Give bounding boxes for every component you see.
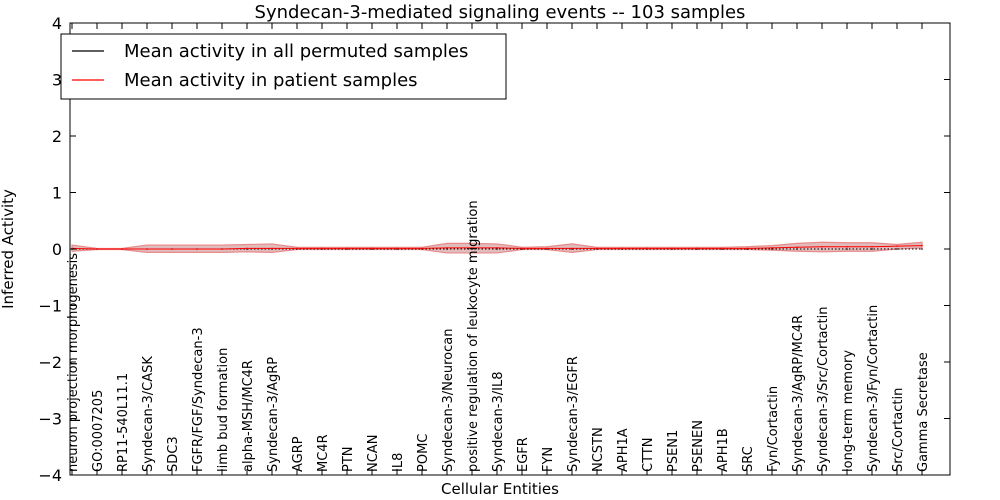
y-axis: 4 3 2 1 0 −1 −2 −3 −4 xyxy=(38,14,950,485)
patient-point xyxy=(546,247,548,250)
patient-point xyxy=(821,245,823,248)
permuted-point xyxy=(496,248,498,250)
patient-point xyxy=(146,248,148,250)
y-axis-label: Inferred Activity xyxy=(0,189,17,309)
patient-point xyxy=(696,247,698,250)
series-lines xyxy=(71,244,923,250)
patient-point xyxy=(521,247,523,250)
chart-title: Syndecan-3-mediated signaling events -- … xyxy=(255,2,746,23)
x-tick-label: SDC3 xyxy=(166,436,181,472)
x-tick-label: IL8 xyxy=(391,453,406,472)
x-tick-label: FGFR/FGF/Syndecan-3 xyxy=(191,327,206,472)
patient-point xyxy=(871,245,873,248)
x-tick-label: GO:0007205 xyxy=(91,390,106,472)
x-tick-label: positive regulation of leukocyte migrati… xyxy=(466,200,481,472)
patient-point xyxy=(746,247,748,250)
patient-point xyxy=(596,247,598,250)
patient-point xyxy=(496,247,498,249)
patient-point xyxy=(296,247,298,250)
x-tick-label: PTN xyxy=(341,446,356,472)
permuted-point xyxy=(896,248,898,250)
legend-box xyxy=(60,33,507,100)
x-tick-label: Syndecan-3/AgRP/MC4R xyxy=(791,315,806,472)
patient-point xyxy=(171,248,173,250)
patient-point xyxy=(471,247,473,249)
x-tick-label: limb bud formation xyxy=(216,348,231,472)
x-tick-label: Syndecan-3/Neurocan xyxy=(441,329,456,472)
y-tick-label: −2 xyxy=(38,353,62,372)
permuted-point xyxy=(796,248,798,250)
patient-point xyxy=(246,247,248,250)
patient-point xyxy=(771,247,773,249)
y-tick-label: 2 xyxy=(52,127,62,146)
permuted-point xyxy=(771,248,773,250)
patient-point xyxy=(96,248,98,250)
patient-point xyxy=(321,247,323,250)
y-tick-label: 3 xyxy=(52,71,62,90)
x-tick-label: Fyn/Cortactin xyxy=(766,386,781,472)
patient-point xyxy=(921,244,923,247)
x-tick-label: APH1B xyxy=(716,428,731,472)
legend: Mean activity in all permuted samples Me… xyxy=(60,33,507,100)
patient-point xyxy=(446,247,448,249)
patient-point xyxy=(346,247,348,250)
x-tick-label: AGRP xyxy=(291,436,306,472)
x-tick-label: PSEN1 xyxy=(666,430,681,472)
x-axis-label: Cellular Entities xyxy=(441,480,559,498)
x-tick-label: neuron projection morphogenesis xyxy=(66,253,81,472)
x-axis: neuron projection morphogenesis GO:000720… xyxy=(66,23,931,475)
x-tick-label: Src/Cortactin xyxy=(891,388,906,472)
patient-point xyxy=(671,247,673,250)
x-tick-label: POMC xyxy=(416,434,431,472)
legend-label-permuted: Mean activity in all permuted samples xyxy=(124,41,468,62)
x-tick-label: EGFR xyxy=(516,437,531,472)
patient-point xyxy=(371,247,373,250)
y-tick-label: 1 xyxy=(52,184,62,203)
permuted-point xyxy=(846,248,848,250)
y-tick-label: 4 xyxy=(52,14,62,33)
x-tick-label: PSENEN xyxy=(691,420,706,472)
permuted-point xyxy=(471,248,473,250)
x-tick-label: alpha-MSH/MC4R xyxy=(241,360,256,472)
x-tick-label: Syndecan-3/IL8 xyxy=(491,372,506,472)
x-tick-label: Gamma Secretase xyxy=(916,352,931,472)
x-tick-label: NCAN xyxy=(366,435,381,472)
patient-point xyxy=(421,247,423,250)
permuted-point xyxy=(446,248,448,250)
x-tick-label: RP11-540L11.1 xyxy=(116,373,131,472)
y-tick-label: −4 xyxy=(38,466,62,485)
y-tick-label: 0 xyxy=(52,240,62,259)
patient-point xyxy=(571,247,573,250)
patient-point xyxy=(221,248,223,250)
patient-point xyxy=(621,247,623,250)
patient-point xyxy=(396,247,398,250)
x-tick-label: CTTN xyxy=(641,438,656,472)
x-tick-label: SRC xyxy=(741,446,756,472)
patient-point xyxy=(196,248,198,250)
patient-point xyxy=(121,248,123,250)
patient-point xyxy=(796,246,798,249)
x-tick-label: Syndecan-3/EGFR xyxy=(566,356,581,472)
patient-point xyxy=(646,247,648,250)
patient-point xyxy=(896,245,898,247)
x-tick-label: Syndecan-3/Fyn/Cortactin xyxy=(866,305,881,472)
permuted-point xyxy=(871,248,873,250)
patient-point xyxy=(846,245,848,248)
patient-point xyxy=(271,247,273,250)
x-tick-label: Syndecan-3/AgRP xyxy=(266,357,281,472)
x-tick-label: APH1A xyxy=(616,428,631,472)
y-tick-label: −3 xyxy=(38,410,62,429)
x-tick-label: MC4R xyxy=(316,434,331,472)
patient-point xyxy=(721,247,723,250)
x-tick-label: NCSTN xyxy=(591,427,606,472)
permuted-point xyxy=(921,248,923,250)
permuted-point xyxy=(821,248,823,250)
x-tick-label: long-term memory xyxy=(841,350,856,472)
x-tick-label: FYN xyxy=(541,447,556,472)
legend-label-patient: Mean activity in patient samples xyxy=(124,70,418,91)
y-tick-label: −1 xyxy=(38,297,62,316)
x-tick-label: Syndecan-3/CASK xyxy=(141,356,156,472)
x-tick-label: Syndecan-3/Src/Cortactin xyxy=(816,306,831,472)
